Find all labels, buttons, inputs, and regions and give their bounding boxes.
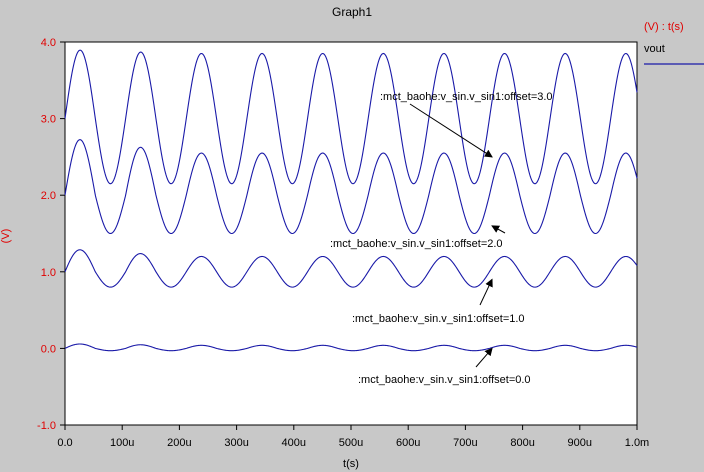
annotation-label: :mct_baohe:v_sin.v_sin1:offset=2.0	[330, 238, 503, 250]
annotation-arrow	[491, 225, 506, 234]
annotation-label: :mct_baohe:v_sin.v_sin1:offset=1.0	[352, 313, 525, 325]
x-tick-label: 1.0m	[625, 437, 649, 449]
annotation-label: :mct_baohe:v_sin.v_sin1:offset=3.0	[380, 91, 553, 103]
y-tick-label: 3.0	[41, 114, 56, 126]
annotation-arrow	[479, 278, 493, 306]
legend-entry-label[interactable]: vout	[644, 43, 665, 55]
x-tick-label: 900u	[568, 437, 592, 449]
legend: (V) : t(s) vout	[644, 21, 704, 65]
y-axis-label: (V)	[0, 229, 12, 244]
y-tick-label: 0.0	[41, 343, 56, 355]
chart-title: Graph1	[332, 5, 372, 19]
y-tick-label: 4.0	[41, 37, 56, 49]
series-line-offset-2[interactable]	[64, 139, 638, 235]
plot-area[interactable]	[64, 41, 638, 426]
series-line-offset-0[interactable]	[64, 343, 638, 352]
x-tick-label: 0.0	[57, 437, 72, 449]
annotation-label: :mct_baohe:v_sin.v_sin1:offset=0.0	[358, 374, 531, 386]
axis-ticks: 0.0 100u 200u 300u 400u 500u 600u 700u 800u 900u 1…	[37, 37, 649, 449]
annotations-layer: :mct_baohe:v_sin.v_sin1:offset=3.0 :mct_b…	[330, 91, 553, 386]
x-tick-label: 200u	[167, 437, 191, 449]
x-axis-label: t(s)	[343, 458, 359, 470]
series-line-offset-1[interactable]	[64, 249, 638, 288]
x-tick-label: 100u	[110, 437, 134, 449]
series-layer	[64, 49, 638, 352]
x-tick-label: 700u	[453, 437, 477, 449]
series-line-offset-3[interactable]	[64, 49, 638, 185]
x-tick-label: 400u	[282, 437, 306, 449]
x-tick-label: 800u	[510, 437, 534, 449]
y-tick-label: -1.0	[37, 420, 56, 432]
x-tick-label: 600u	[396, 437, 420, 449]
y-tick-label: 2.0	[41, 190, 56, 202]
annotation-arrow	[409, 103, 493, 158]
y-tick-label: 1.0	[41, 267, 56, 279]
annotation-arrow	[475, 347, 493, 368]
x-tick-label: 500u	[339, 437, 363, 449]
legend-header: (V) : t(s)	[644, 21, 684, 33]
x-tick-label: 300u	[224, 437, 248, 449]
